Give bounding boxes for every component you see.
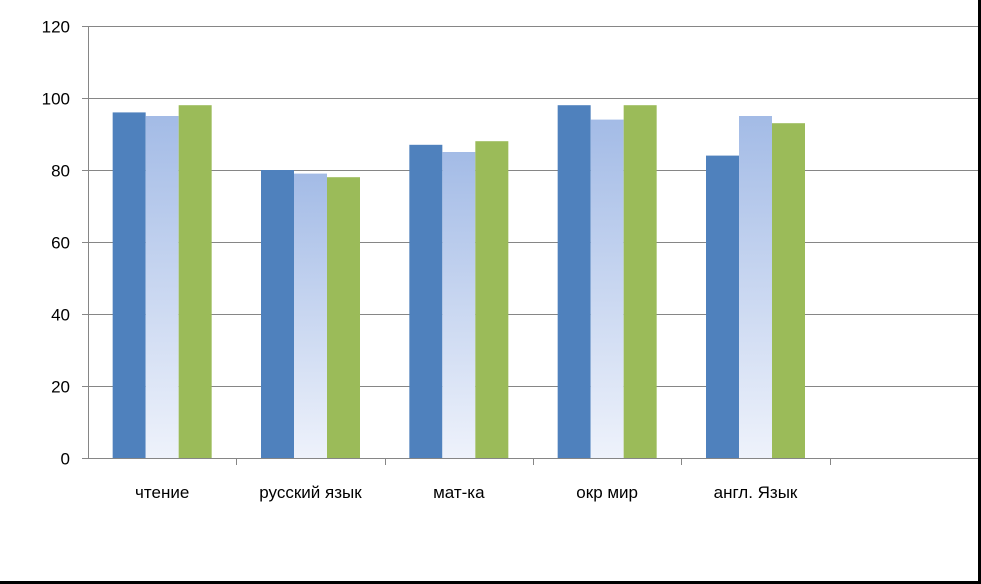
bar-series-1 xyxy=(706,155,739,458)
y-tick-label: 20 xyxy=(51,378,70,397)
category-labels: чтение русский язык мат-ка окр мир англ. Язы… xyxy=(135,483,798,502)
y-tick-label: 40 xyxy=(51,306,70,325)
bar-series-2 xyxy=(739,116,772,458)
bar-series-3 xyxy=(178,105,212,458)
y-tick-label: 80 xyxy=(51,162,70,181)
y-tick-label: 60 xyxy=(51,234,70,253)
bar-series-3 xyxy=(475,141,509,458)
bar-series-2 xyxy=(442,152,476,458)
y-tick-labels: 0 20 40 60 80 100 120 xyxy=(42,18,70,469)
bar-series-3 xyxy=(623,105,657,458)
bar-series-3 xyxy=(772,123,805,458)
bar-series-3 xyxy=(327,177,360,458)
bar-series-1 xyxy=(261,170,294,458)
category-label: англ. Язык xyxy=(714,483,798,502)
bar-series-1 xyxy=(409,144,443,459)
bar-series-2 xyxy=(294,173,327,458)
bar-series-2 xyxy=(590,119,624,458)
bar-series-2 xyxy=(145,116,179,458)
category-label: окр мир xyxy=(576,483,638,502)
gridlines xyxy=(88,26,978,387)
category-label: чтение xyxy=(135,483,189,502)
bar-series-1 xyxy=(557,105,591,458)
y-tick-label: 100 xyxy=(42,90,70,109)
axes xyxy=(82,26,978,465)
category-label: русский язык xyxy=(259,483,362,502)
bar-series-1 xyxy=(112,112,146,459)
y-tick-label: 120 xyxy=(42,18,70,37)
bars xyxy=(112,105,805,459)
y-tick-label: 0 xyxy=(61,450,70,469)
category-label: мат-ка xyxy=(433,483,485,502)
